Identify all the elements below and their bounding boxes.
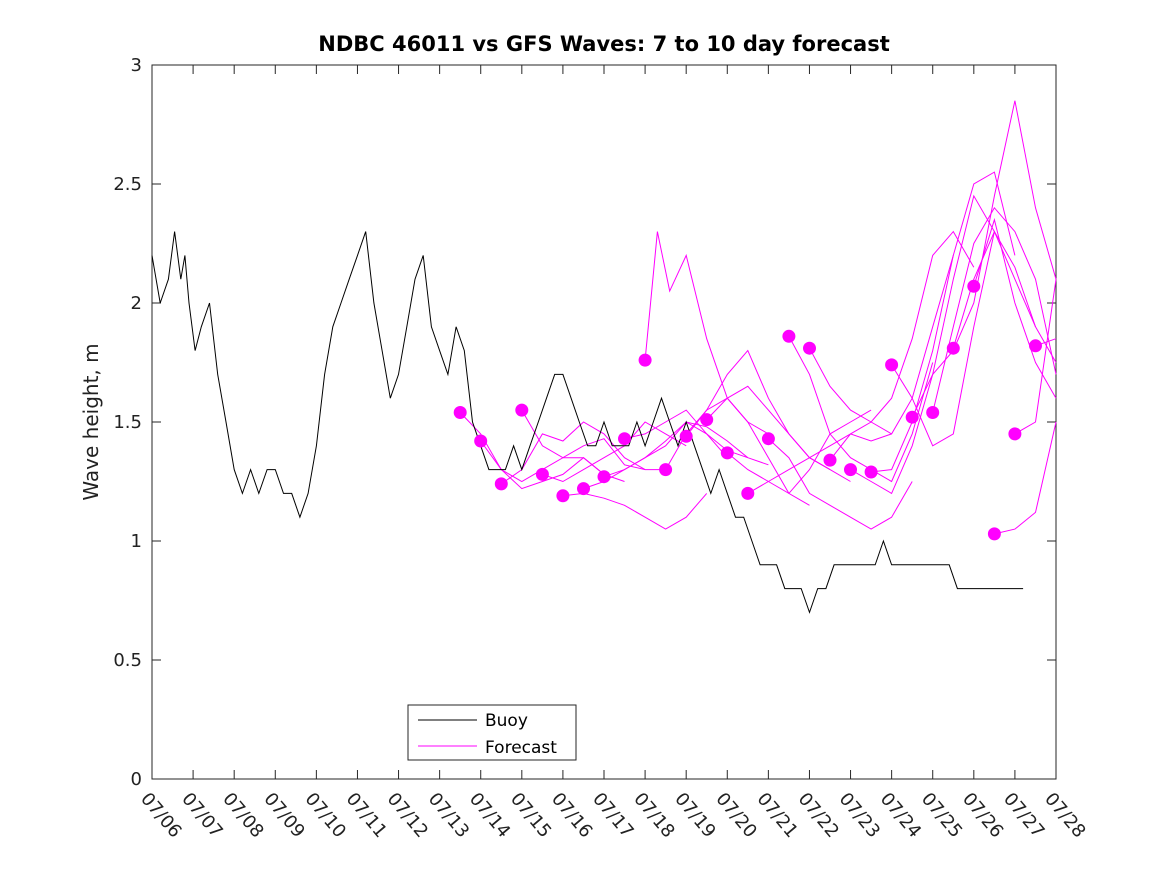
forecast-line bbox=[501, 421, 646, 485]
forecast-line bbox=[829, 230, 975, 461]
forecast-start-marker bbox=[515, 403, 529, 417]
y-tick-label: 0.5 bbox=[113, 650, 142, 671]
y-tick-label: 3 bbox=[131, 55, 142, 76]
forecast-start-marker bbox=[535, 467, 549, 481]
forecast-line bbox=[747, 433, 892, 494]
forecast-start-marker bbox=[782, 329, 796, 343]
forecast-start-marker bbox=[474, 434, 488, 448]
forecast-start-marker bbox=[823, 453, 837, 467]
forecast-start-marker bbox=[618, 432, 631, 446]
forecast-start-marker bbox=[638, 353, 652, 367]
forecast-line bbox=[788, 336, 934, 483]
forecast-start-marker bbox=[761, 432, 775, 446]
legend: Buoy Forecast bbox=[407, 704, 577, 761]
forecast-start-marker bbox=[700, 413, 714, 427]
forecast-start-marker bbox=[494, 477, 508, 491]
forecast-start-marker bbox=[720, 446, 734, 460]
legend-box bbox=[407, 704, 577, 761]
forecast-line bbox=[1014, 279, 1057, 435]
chart-title: NDBC 46011 vs GFS Waves: 7 to 10 day for… bbox=[318, 32, 889, 56]
forecast-start-marker bbox=[741, 486, 755, 500]
forecast-line bbox=[911, 100, 1057, 418]
y-tick-label: 0 bbox=[131, 769, 142, 790]
forecast-start-marker bbox=[885, 358, 899, 372]
forecast-line bbox=[932, 206, 1057, 413]
forecast-line bbox=[542, 421, 687, 483]
forecast-line bbox=[994, 421, 1057, 535]
y-tick-label: 1 bbox=[131, 531, 142, 552]
forecast-line bbox=[706, 385, 851, 482]
y-tick-label: 2 bbox=[131, 293, 142, 314]
forecast-start-marker bbox=[577, 482, 590, 496]
forecast-start-marker bbox=[659, 463, 673, 477]
y-axis-label: Wave height, m bbox=[79, 343, 103, 500]
forecast-line bbox=[521, 409, 666, 471]
y-axis-ticks: 0 0.5 1 1.5 2 2.5 3 bbox=[113, 55, 1056, 790]
forecast-line bbox=[665, 397, 810, 506]
y-tick-label: 1.5 bbox=[113, 412, 142, 433]
forecast-start-marker bbox=[926, 406, 940, 419]
forecast-start-marker bbox=[987, 527, 1001, 541]
forecast-start-marker bbox=[1008, 427, 1022, 441]
buoy-line bbox=[151, 231, 1024, 614]
forecast-start-marker bbox=[597, 470, 611, 484]
forecast-line bbox=[891, 230, 1036, 447]
forecast-start-marker bbox=[1029, 339, 1042, 353]
forecast-start-marker bbox=[844, 463, 857, 477]
legend-label-buoy: Buoy bbox=[485, 711, 528, 731]
forecast-line bbox=[809, 255, 954, 435]
forecast-line bbox=[726, 409, 872, 495]
forecast-start-marker bbox=[946, 341, 960, 355]
forecast-line bbox=[871, 171, 1016, 473]
legend-label-forecast: Forecast bbox=[485, 738, 557, 758]
forecast-start-marker bbox=[556, 489, 570, 503]
forecast-line bbox=[562, 492, 708, 530]
forecast-start-marker bbox=[803, 341, 816, 355]
forecast-line bbox=[850, 194, 995, 495]
forecast-line bbox=[603, 421, 749, 478]
forecast-start-marker bbox=[905, 410, 919, 424]
forecast-line bbox=[768, 438, 913, 530]
forecast-start-marker bbox=[967, 279, 981, 293]
forecast-start-marker bbox=[679, 429, 693, 443]
y-tick-label: 2.5 bbox=[113, 174, 142, 195]
forecast-start-marker bbox=[864, 465, 878, 479]
forecast-start-marker bbox=[453, 406, 467, 419]
series-layer bbox=[151, 100, 1057, 614]
